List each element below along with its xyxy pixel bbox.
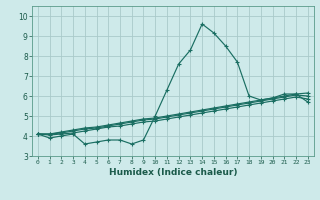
X-axis label: Humidex (Indice chaleur): Humidex (Indice chaleur) bbox=[108, 168, 237, 177]
